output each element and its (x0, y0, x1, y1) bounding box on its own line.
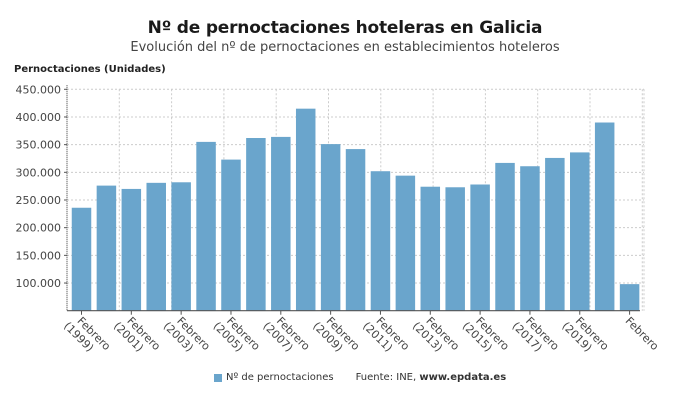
x-tick-label: Febrero(2019) (559, 314, 611, 354)
bar[interactable] (445, 187, 465, 311)
bar[interactable] (320, 144, 341, 311)
x-tick-label: Febrero(1999) (61, 314, 113, 354)
x-axis-ticks: Febrero(1999) Febrero(2001) Febrero(2003) F… (61, 310, 662, 354)
bar[interactable] (196, 141, 216, 311)
y-tick-label: 200.000 (16, 222, 62, 235)
bar-series (71, 108, 640, 311)
bar[interactable] (146, 182, 166, 311)
y-tick-label: 100.000 (16, 277, 62, 290)
source-note: Fuente: INE, www.epdata.es (356, 372, 507, 383)
source-link[interactable]: www.epdata.es (419, 372, 507, 383)
y-tick-label: 450.000 (16, 83, 62, 96)
y-axis-ticks: 100.000 150.000 200.000 250.000 300.000 350.0… (16, 83, 67, 290)
y-tick-label: 350.000 (16, 139, 62, 152)
bar[interactable] (420, 186, 441, 311)
x-tick-label: Febrero(2017) (510, 314, 562, 354)
bar[interactable] (495, 162, 515, 311)
bar[interactable] (171, 182, 191, 311)
bar[interactable] (345, 149, 366, 311)
axes (66, 85, 640, 312)
source-prefix: Fuente: INE, (355, 372, 420, 383)
bar[interactable] (545, 157, 565, 311)
bar[interactable] (295, 108, 316, 311)
bar[interactable] (370, 171, 391, 311)
legend: Nº de pernoctaciones Fuente: INE, www.ep… (214, 372, 506, 383)
y-tick-label: 150.000 (16, 249, 62, 262)
chart-title: Nº de pernoctaciones hoteleras en Galici… (147, 18, 543, 38)
bar[interactable] (96, 185, 117, 311)
bar[interactable] (619, 284, 640, 311)
y-axis-title: Pernoctaciones (Unidades) (14, 64, 166, 75)
x-tick-label: Febrero(2003) (161, 314, 213, 354)
x-tick-label-month: Febrero (623, 314, 662, 353)
x-tick-label: Febrero(2013) (410, 314, 462, 354)
bar[interactable] (570, 152, 590, 311)
bar[interactable] (221, 159, 241, 311)
bar[interactable] (121, 188, 142, 311)
bar[interactable] (71, 207, 92, 311)
bar[interactable] (470, 184, 490, 311)
x-tick-label: Febrero(2015) (460, 314, 512, 354)
x-tick-label: Febrero(2011) (360, 314, 412, 354)
y-tick-label: 300.000 (16, 166, 62, 179)
bar[interactable] (594, 122, 615, 311)
y-tick-label: 250.000 (16, 194, 62, 207)
bar[interactable] (520, 166, 540, 311)
legend-series-label: Nº de pernoctaciones (226, 372, 334, 383)
x-tick-label: Febrero(2001) (111, 314, 163, 354)
x-tick-label: Febrero(2005) (211, 314, 263, 354)
y-tick-label: 400.000 (16, 111, 62, 124)
x-tick-label: Febrero(2007) (260, 314, 312, 354)
x-tick-label: Febrero(2009) (310, 314, 362, 354)
legend-swatch-icon (214, 373, 222, 382)
bar[interactable] (395, 175, 416, 311)
bar[interactable] (246, 138, 266, 311)
bar[interactable] (271, 136, 291, 311)
chart-subtitle: Evolución del nº de pernoctaciones en es… (130, 40, 560, 55)
x-tick-label: Febrero (623, 314, 662, 353)
